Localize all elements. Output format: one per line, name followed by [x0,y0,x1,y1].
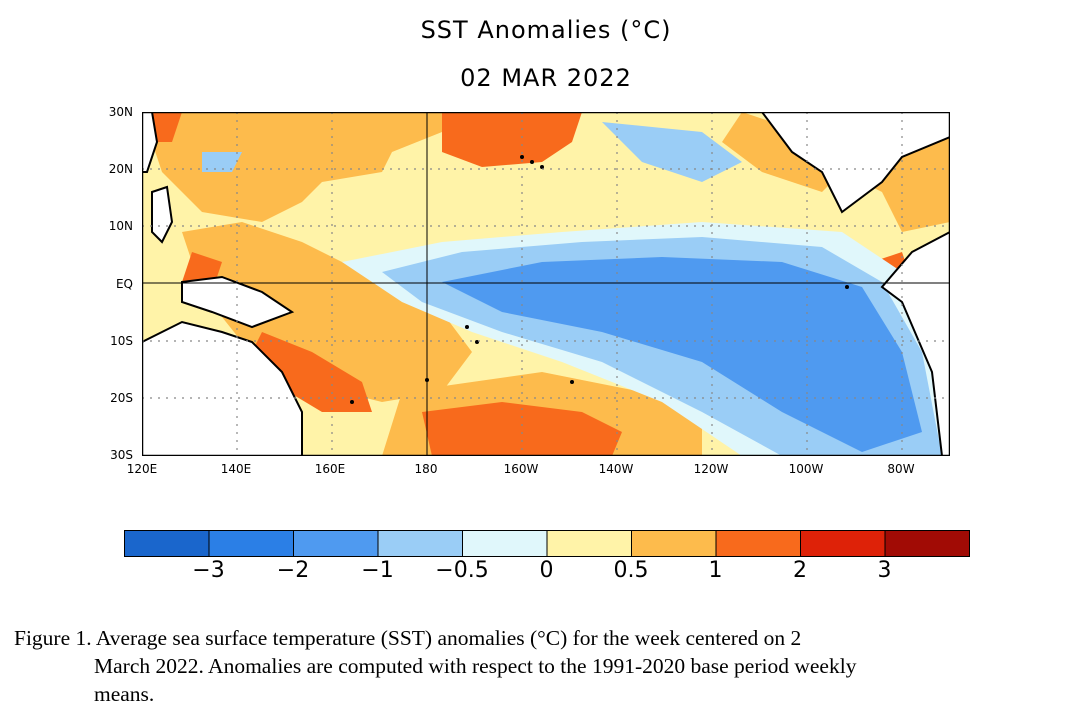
colorbar-tick-label: −1 [361,558,394,583]
colorbar-tick-label: 2 [793,558,807,583]
caption-line-3: means. [94,682,155,706]
lat-label-20n: 20N [108,162,133,176]
map-frame [142,112,950,456]
land-masses [142,112,950,456]
colorbar-tick-label: 1 [708,558,723,583]
colorbar-cell [884,530,970,557]
lat-label-20s: 20S [110,391,133,405]
lon-label-120w: 120W [693,462,729,476]
colorbar-cell [293,530,379,557]
lat-label-30s: 30S [110,448,133,462]
lat-label-30n: 30N [108,105,133,119]
map-date: 02 MAR 2022 [460,64,632,92]
south-america-land [880,230,950,456]
lon-label-80w: 80W [887,462,915,476]
colorbar-tick-label: −2 [276,558,310,583]
philippines-land [151,185,174,244]
colorbar-cell [800,530,886,557]
lon-label-180: 180 [414,462,438,476]
lon-label-160w: 160W [503,462,539,476]
colorbar-cell [546,530,632,557]
map-gridlines [142,112,950,456]
colorbar-tick-label: 3 [877,558,892,583]
colorbar-cell [124,530,210,557]
lat-label-10n: 10N [108,219,133,233]
colorbar-tick-label: −0.5 [435,558,489,583]
lon-label-160e: 160E [314,462,346,476]
colorbar-cell [715,530,801,557]
new-guinea-land [181,275,295,329]
colorbar-tick-label: −3 [192,558,225,583]
lat-label-eq: EQ [115,277,133,291]
lon-label-100w: 100W [788,462,824,476]
caption-line-1: Figure 1. Average sea surface temperatur… [14,626,802,650]
lon-label-140e: 140E [220,462,252,476]
caption-line-2: March 2022. Anomalies are computed with … [94,654,857,678]
colorbar [124,530,970,557]
colorbar-tick-label: 0.5 [613,558,649,583]
lon-label-120e: 120E [126,462,158,476]
map-title: SST Anomalies (°C) [420,16,672,44]
island-marks [350,155,849,404]
colorbar-cell [631,530,717,557]
figure-caption: Figure 1. Average sea surface temperatur… [14,624,1074,708]
colorbar-tick-label: 0 [539,558,554,583]
sst-anomaly-map [142,112,950,456]
lon-label-140w: 140W [598,462,634,476]
colorbar-cell [377,530,463,557]
north-america-land [760,112,950,214]
colorbar-cell [208,530,294,557]
colorbar-cell [462,530,548,557]
asia-land [142,112,159,173]
strong-warm-regions [152,112,912,456]
australia-land [142,320,303,456]
lat-label-10s: 10S [110,334,133,348]
